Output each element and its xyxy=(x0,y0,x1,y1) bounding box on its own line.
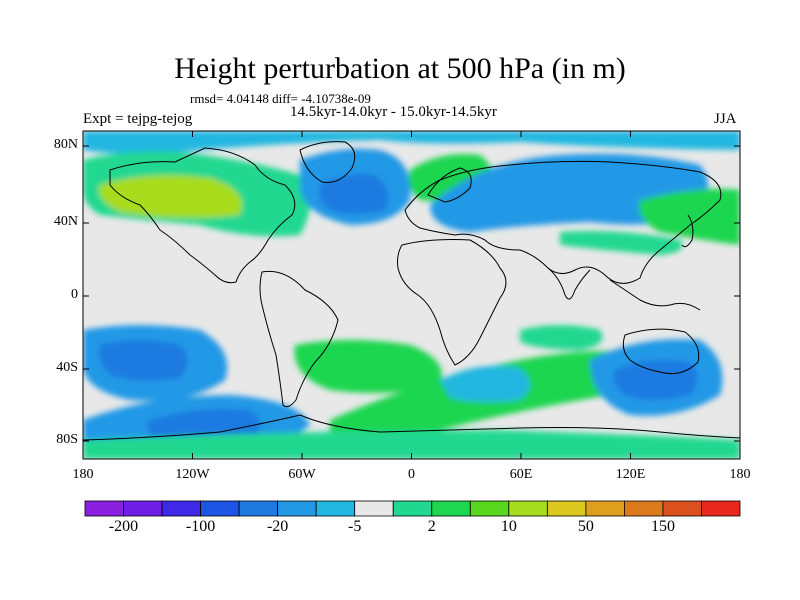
lon-tick-label: 180 xyxy=(72,467,94,482)
colorbar-box xyxy=(277,500,317,517)
strong-positive-north-america xyxy=(99,175,242,218)
coastline-greenland xyxy=(299,141,356,183)
coastline-australia xyxy=(622,328,700,375)
coastline-africa xyxy=(397,239,507,366)
colorbar-box xyxy=(624,500,664,517)
colorbar-label: 50 xyxy=(577,518,594,535)
positive-anomaly-south-atlantic xyxy=(294,340,442,394)
colorbar-box xyxy=(508,500,548,517)
colorbar-box xyxy=(469,500,510,517)
positive-band-antarctic xyxy=(83,430,740,459)
coastline-japan xyxy=(681,214,694,248)
positive-anomaly-arctic xyxy=(83,131,740,154)
strong-negative-south-pacific-west xyxy=(98,340,188,381)
axis-ticks xyxy=(82,131,741,459)
plot-title: Height perturbation at 500 hPa (in m) xyxy=(174,52,626,85)
lat-tick-label: 0 xyxy=(71,287,78,302)
coastline-antarctica xyxy=(83,414,740,441)
colorbar-box xyxy=(238,500,279,517)
colorbar-box xyxy=(662,500,702,517)
coastline-southeast-asia xyxy=(609,279,701,311)
lon-tick-label: 180 xyxy=(729,467,751,482)
coastlines xyxy=(83,141,740,441)
colorbar-box xyxy=(161,500,201,517)
coastline-south-america xyxy=(259,270,339,408)
strong-negative-north-atlantic xyxy=(318,173,389,214)
lon-tick-label: 60E xyxy=(509,467,533,482)
season-label: JJA xyxy=(714,111,737,127)
lat-tick-label: 40S xyxy=(56,360,78,375)
colorbar-label: -100 xyxy=(185,518,216,535)
colorbar-label: -5 xyxy=(348,518,362,535)
period-line: 14.5kyr-14.0kyr - 15.0kyr-14.5kyr xyxy=(290,104,497,120)
coastline-europe-asia xyxy=(404,160,722,284)
colorbar-box xyxy=(546,500,587,517)
colorbar-box xyxy=(701,500,741,517)
colorbar-label: -200 xyxy=(108,518,139,535)
coastline-north-america xyxy=(109,147,296,284)
height-field xyxy=(83,131,740,459)
coastline-india xyxy=(547,267,591,300)
lon-tick-label: 60W xyxy=(288,467,316,482)
colorbar-box xyxy=(431,500,471,517)
colorbar-box xyxy=(585,500,625,517)
positive-anomaly-south-indian xyxy=(520,325,603,350)
stats-line: rmsd= 4.04148 diff= -4.10738e-09 xyxy=(190,91,371,106)
lon-tick-label: 120E xyxy=(615,467,646,482)
experiment-label: Expt = tejpg-tejog xyxy=(83,111,193,127)
strong-negative-australia-south xyxy=(613,359,698,400)
colorbar-box xyxy=(354,500,394,517)
lat-tick-label: 80N xyxy=(53,137,78,152)
colorbar-box xyxy=(200,500,240,517)
colorbar-label: -20 xyxy=(266,518,289,535)
colorbar-box xyxy=(84,500,124,517)
coastline-scandinavia xyxy=(427,167,472,203)
lon-tick-label: 0 xyxy=(408,467,415,482)
lat-tick-label: 40N xyxy=(53,214,78,229)
lat-tick-label: 80S xyxy=(56,432,78,447)
colorbar-label: 10 xyxy=(500,518,517,535)
colorbar-box xyxy=(123,500,163,517)
colorbar-label: 2 xyxy=(427,518,436,535)
colorbar-box xyxy=(315,500,356,517)
lon-tick-label: 120W xyxy=(175,467,210,482)
colorbar-box xyxy=(392,500,433,517)
colorbar-label: 150 xyxy=(650,518,675,535)
positive-band-central-asia xyxy=(560,231,683,255)
negative-anomaly-eurasia xyxy=(430,153,708,232)
negative-anomaly-indian-ocean xyxy=(440,365,530,403)
